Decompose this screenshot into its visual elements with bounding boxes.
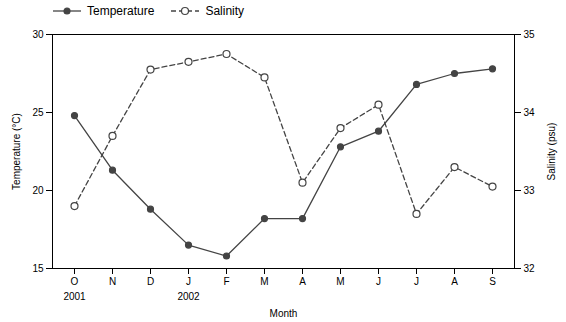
html-text:Temperature: Temperature [87, 4, 155, 18]
svg-text:34: 34 [524, 107, 536, 118]
svg-text:F: F [223, 276, 229, 287]
svg-text:20: 20 [32, 185, 44, 196]
svg-text:15: 15 [32, 263, 44, 274]
svg-text:33: 33 [524, 185, 536, 196]
svg-text:N: N [109, 276, 116, 287]
svg-text:J: J [186, 276, 191, 287]
svg-text:Salinity (psu): Salinity (psu) [546, 123, 557, 181]
svg-text:2002: 2002 [177, 291, 200, 302]
html-text:Salinity: Salinity [205, 4, 245, 18]
svg-text:M: M [336, 276, 344, 287]
svg-text:35: 35 [524, 29, 536, 40]
svg-text:25: 25 [32, 107, 44, 118]
svg-text:Temperature (°C): Temperature (°C) [11, 113, 22, 190]
svg-text:32: 32 [524, 263, 536, 274]
svg-text:J: J [414, 276, 419, 287]
svg-text:S: S [489, 276, 496, 287]
svg-text:30: 30 [32, 29, 44, 40]
svg-text:J: J [376, 276, 381, 287]
svg-text:Month: Month [270, 308, 298, 319]
svg-text:D: D [147, 276, 154, 287]
svg-text:O: O [71, 276, 79, 287]
svg-text:A: A [451, 276, 458, 287]
svg-text:M: M [260, 276, 268, 287]
svg-text:A: A [299, 276, 306, 287]
svg-text:2001: 2001 [63, 291, 86, 302]
